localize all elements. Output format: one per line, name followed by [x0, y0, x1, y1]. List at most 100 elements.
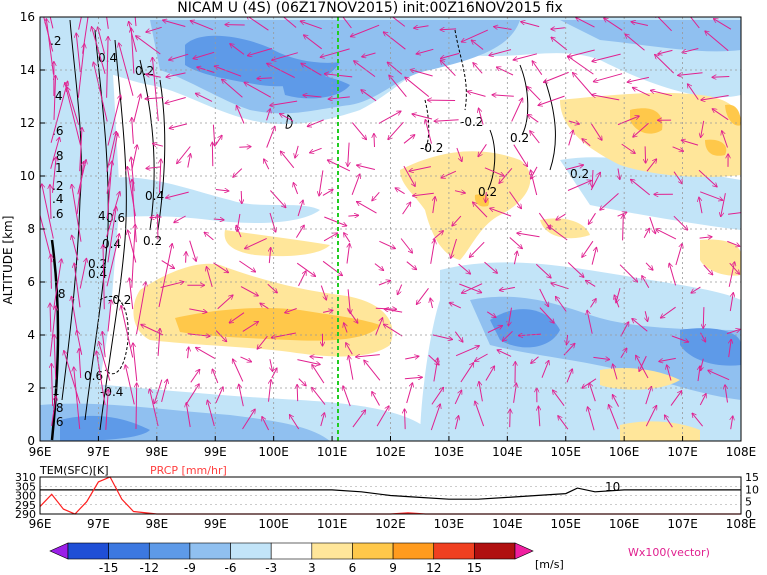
y-axis-label: ALTITUDE [km] — [1, 216, 15, 305]
wind-vector-arrow — [397, 284, 403, 295]
wind-vector-arrow — [430, 240, 435, 264]
wind-vector-arrow — [655, 17, 672, 32]
wind-vector-arrow — [433, 197, 435, 214]
wind-vector-arrow — [136, 383, 137, 430]
wind-vector-arrow — [303, 95, 322, 97]
wind-vector-arrow — [196, 347, 216, 360]
wind-vector-arrow — [669, 263, 677, 286]
wind-vector-arrow — [384, 309, 403, 313]
shade-blue-top-right — [560, 20, 741, 52]
wind-vector-arrow — [378, 111, 401, 124]
contour-label: .8 — [52, 401, 63, 415]
wind-vector-arrow — [513, 383, 517, 403]
wind-vector-arrow — [539, 307, 554, 324]
wind-vector-arrow — [440, 60, 456, 77]
wind-vector-arrow — [633, 122, 649, 137]
wind-vector-arrow — [239, 260, 255, 272]
wind-vector-arrow — [349, 356, 354, 380]
colorbar-swatch — [108, 542, 150, 560]
wind-vector-arrow — [497, 350, 512, 357]
wind-vector-arrow — [539, 288, 549, 307]
contour-line — [424, 99, 430, 151]
colorbar-tick-label: -9 — [184, 561, 196, 575]
wind-vector-arrow — [678, 72, 703, 76]
wind-vector-arrow — [242, 409, 256, 430]
wind-vector-arrow — [726, 329, 740, 335]
wind-vector-arrow — [129, 21, 137, 53]
wind-vector-arrow — [479, 108, 484, 125]
colorbar-swatch — [67, 542, 109, 560]
shade-yellow-upper-center — [400, 151, 531, 260]
wind-vector-arrow — [361, 90, 377, 102]
wind-vector-arrow — [592, 53, 621, 61]
wind-vector-arrow — [282, 17, 297, 28]
prcp-tick-label: 0 — [745, 508, 752, 521]
wind-vector-arrow — [727, 240, 740, 246]
wind-vector-arrow — [257, 335, 268, 349]
shade-mid-blue-right — [680, 328, 741, 366]
surface-x-tick-label: 96E — [29, 517, 52, 531]
wind-vector-arrow — [186, 403, 191, 428]
contour-label: 1 — [55, 161, 63, 175]
wind-vector-arrow — [186, 252, 187, 263]
vector-legend-label: Wx100(vector) — [628, 546, 710, 559]
wind-vector-arrow — [514, 251, 517, 265]
wind-vector-arrow — [620, 322, 629, 337]
colorbar-swatch — [474, 542, 516, 560]
wind-vector-arrow — [591, 247, 596, 265]
wind-vector-arrow — [158, 328, 160, 356]
wind-vector-arrow — [531, 356, 539, 364]
wind-vector-arrow — [354, 61, 376, 78]
wind-vector-arrow — [239, 384, 244, 407]
wind-vector-arrow — [169, 53, 189, 60]
wind-vector-arrow — [672, 146, 684, 152]
wind-vector-arrow — [454, 416, 458, 430]
wind-vector-arrow — [357, 165, 376, 170]
wind-vector-arrow — [188, 154, 191, 168]
wind-vector-arrow — [322, 310, 333, 312]
wind-vector-arrow — [67, 87, 80, 125]
wind-vector-arrow — [65, 83, 81, 146]
wind-field-shading — [40, 17, 741, 441]
colorbar-tick-label: 9 — [389, 561, 397, 575]
wind-vector-arrow — [364, 360, 381, 381]
colorbar-swatch — [148, 542, 191, 560]
wind-vector-arrow — [146, 74, 161, 78]
wind-vector-arrow — [160, 282, 184, 288]
wind-vector-arrow — [582, 139, 591, 147]
wind-vector-arrow — [129, 278, 134, 310]
wind-vector-arrow — [659, 357, 676, 361]
wind-vector-arrow — [568, 130, 574, 146]
wind-vector-arrow — [51, 364, 52, 407]
wind-vector-arrow — [133, 94, 141, 123]
wind-vector-arrow — [357, 202, 377, 214]
wind-vector-arrow — [222, 79, 243, 98]
wind-vector-arrow — [586, 280, 596, 287]
surface-x-tick-label: 104E — [492, 517, 523, 531]
wind-vector-arrow — [207, 400, 215, 427]
wind-vector-arrow — [348, 215, 358, 216]
shade-yellow-left-band — [224, 230, 330, 257]
wind-vector-arrow — [673, 171, 682, 184]
wind-vector-arrow — [553, 390, 565, 406]
wind-vector-arrow — [295, 145, 299, 158]
wind-vector-arrow — [461, 29, 489, 42]
wind-vector-arrow — [459, 283, 481, 293]
colorbar-swatch — [433, 542, 475, 560]
wind-vector-arrow — [387, 62, 403, 75]
wind-vector-arrow — [508, 307, 512, 326]
contour-line — [61, 19, 82, 401]
wind-vector-arrow — [301, 63, 322, 76]
x-tick-label: 99E — [204, 445, 227, 459]
wind-vector-arrow — [383, 32, 406, 50]
wind-vector-arrow — [454, 390, 461, 405]
wind-vector-arrow — [92, 27, 106, 74]
wind-vector-arrow — [240, 286, 258, 296]
wind-vector-arrow — [410, 70, 433, 77]
y-tick-label: 14 — [20, 63, 35, 77]
wind-vector-arrow — [152, 57, 159, 122]
contour-line — [84, 29, 109, 421]
wind-vector-arrow — [106, 192, 120, 238]
